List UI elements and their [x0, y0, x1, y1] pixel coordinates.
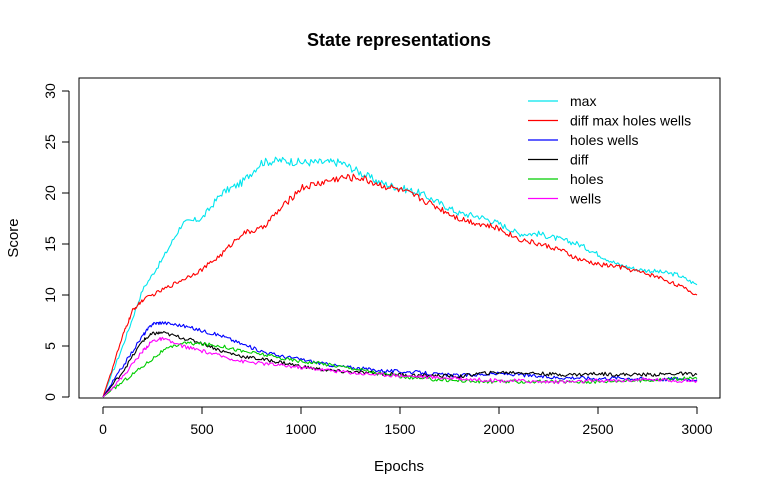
series-line-diff-max-holes-wells [102, 173, 698, 398]
x-tick-label: 1500 [384, 421, 415, 437]
y-axis-label: Score [5, 218, 22, 257]
y-tick-label: 30 [42, 83, 58, 99]
series-line-holes-wells [102, 321, 698, 398]
y-tick-label: 20 [42, 185, 58, 201]
plot-frame [78, 77, 721, 399]
y-tick-label: 15 [42, 236, 58, 252]
x-axis-label: Epochs [374, 458, 424, 475]
legend: max diff max holes wells holes wells diff ho… [528, 93, 691, 207]
series-line-holes [102, 341, 698, 398]
y-tick-label: 10 [42, 287, 58, 303]
legend-label-diff: diff [570, 152, 589, 168]
series-line-wells [102, 336, 698, 398]
series-line-diff [102, 331, 698, 398]
x-tick-label: 2500 [582, 421, 613, 437]
x-axis: 0 500 1000 1500 2000 2500 3000 [99, 406, 713, 437]
legend-label-holes: holes [570, 171, 603, 187]
y-axis: 0 5 10 15 20 25 30 [42, 83, 70, 401]
x-tick-label: 0 [99, 421, 107, 437]
legend-label-holes-wells: holes wells [570, 132, 638, 148]
x-tick-label: 1000 [285, 421, 316, 437]
y-tick-label: 0 [42, 393, 58, 401]
y-tick-label: 5 [42, 342, 58, 350]
series-line-max [102, 156, 698, 398]
x-tick-label: 500 [190, 421, 214, 437]
x-tick-label: 2000 [483, 421, 514, 437]
x-tick-label: 3000 [681, 421, 712, 437]
legend-label-wells: wells [569, 191, 601, 207]
chart-title: State representations [307, 30, 491, 50]
legend-label-max: max [570, 93, 596, 109]
series-lines [102, 156, 698, 398]
y-tick-label: 25 [42, 134, 58, 150]
legend-label-diff-max-holes-wells: diff max holes wells [570, 113, 691, 129]
